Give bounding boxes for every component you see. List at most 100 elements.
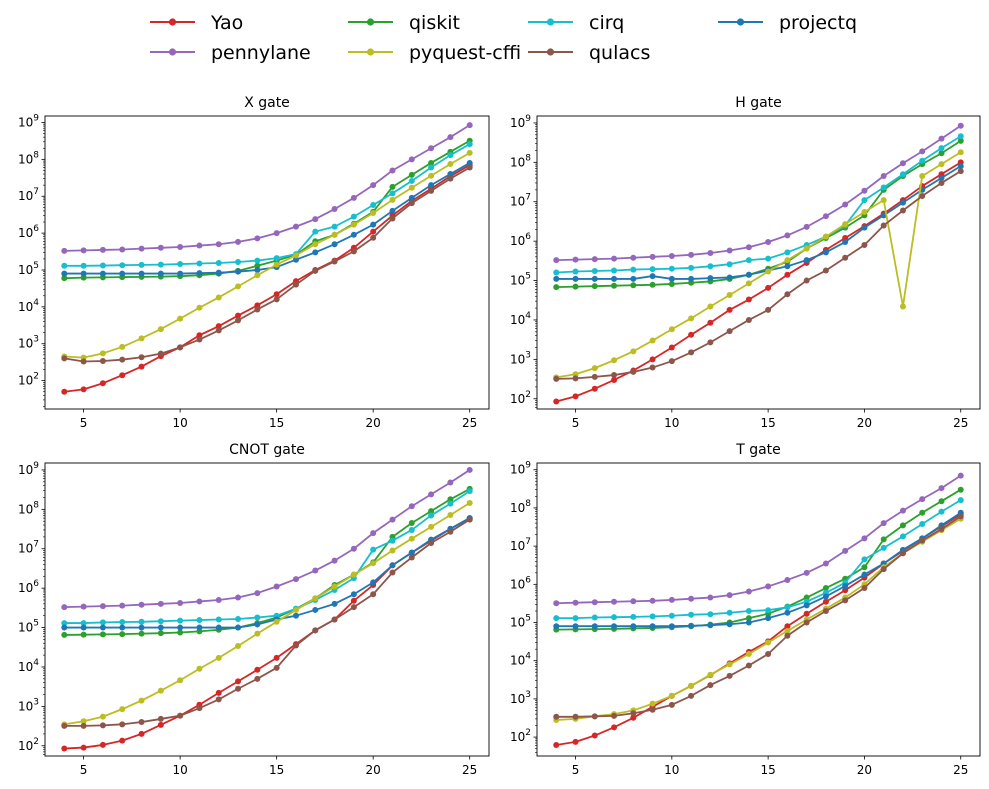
data-point	[99, 603, 106, 610]
series-line-cirq	[556, 499, 962, 620]
data-point	[668, 275, 675, 282]
data-point	[254, 262, 261, 269]
data-point	[591, 732, 598, 739]
data-point	[572, 615, 579, 622]
data-point	[177, 344, 184, 351]
data-point	[726, 661, 733, 668]
axes-frame	[536, 462, 981, 757]
data-point	[745, 619, 752, 626]
data-point	[80, 247, 87, 254]
legend-label: cirq	[589, 12, 624, 34]
data-point	[553, 284, 560, 291]
legend-marker	[546, 18, 555, 26]
x-tick-label: 5	[80, 416, 88, 430]
data-point	[707, 594, 714, 601]
data-point	[273, 583, 280, 590]
x-tick-label: 15	[269, 763, 284, 777]
series-line-Yao	[64, 164, 471, 393]
data-point	[292, 642, 299, 649]
data-point	[649, 700, 656, 707]
data-point	[466, 488, 473, 495]
data-point	[880, 520, 887, 527]
data-point	[938, 526, 945, 533]
series-line-qiskit	[64, 139, 471, 280]
data-point	[408, 156, 415, 163]
data-point	[215, 327, 222, 334]
data-point	[119, 356, 126, 363]
data-point	[591, 623, 598, 630]
data-point	[389, 167, 396, 174]
data-point	[745, 316, 752, 323]
data-point	[688, 611, 695, 618]
y-tick-label: 106	[18, 579, 39, 595]
data-point	[611, 267, 618, 274]
series-line-qiskit	[64, 488, 471, 636]
data-point	[157, 624, 164, 631]
axes-frame	[536, 115, 981, 410]
data-point	[611, 376, 618, 383]
y-tick-label: 105	[510, 614, 531, 630]
data-point	[177, 677, 184, 684]
data-point	[688, 331, 695, 338]
data-point	[919, 496, 926, 503]
series-line-qiskit	[556, 488, 962, 631]
data-point	[61, 722, 68, 729]
data-point	[119, 721, 126, 728]
y-tick-label: 108	[510, 499, 531, 515]
data-point	[235, 268, 242, 275]
data-point	[466, 122, 473, 129]
data-point	[765, 615, 772, 622]
data-point	[880, 197, 887, 204]
data-point	[428, 159, 435, 166]
data-point	[726, 621, 733, 628]
data-point	[957, 133, 964, 140]
data-point	[668, 596, 675, 603]
data-point	[80, 624, 87, 631]
data-point	[119, 602, 126, 609]
data-point	[61, 631, 68, 638]
y-tick-label: 104	[510, 652, 531, 668]
data-point	[803, 257, 810, 264]
data-point	[938, 135, 945, 142]
series-line-qulacs	[556, 170, 962, 380]
data-point	[842, 583, 849, 590]
data-point	[370, 182, 377, 189]
data-point	[553, 600, 560, 607]
data-point	[822, 560, 829, 567]
data-point	[428, 512, 435, 519]
legend-marker	[366, 18, 375, 26]
data-point	[215, 323, 222, 330]
x-tick-label: 25	[462, 416, 477, 430]
data-point	[408, 520, 415, 527]
data-point	[861, 187, 868, 194]
x-tick-label: 10	[172, 763, 187, 777]
series-line-cirq	[64, 490, 471, 624]
legend-entry: cirq	[528, 12, 624, 34]
data-point	[428, 539, 435, 546]
data-point	[591, 385, 598, 392]
y-tick-label: 105	[18, 261, 39, 277]
data-point	[726, 592, 733, 599]
data-point	[157, 600, 164, 607]
legend-marker	[736, 18, 745, 26]
data-point	[707, 622, 714, 629]
data-point	[119, 624, 126, 631]
data-point	[591, 713, 598, 720]
data-point	[254, 272, 261, 279]
data-point	[196, 624, 203, 631]
data-point	[572, 268, 579, 275]
data-point	[215, 696, 222, 703]
data-point	[842, 239, 849, 246]
data-point	[273, 291, 280, 298]
data-point	[591, 614, 598, 621]
data-point	[331, 223, 338, 230]
data-point	[350, 604, 357, 611]
data-point	[842, 587, 849, 594]
data-point	[99, 262, 106, 269]
axes-frame	[44, 462, 490, 757]
data-point	[957, 137, 964, 144]
data-point	[389, 569, 396, 576]
data-point	[273, 261, 280, 268]
data-point	[312, 249, 319, 256]
data-point	[196, 270, 203, 277]
